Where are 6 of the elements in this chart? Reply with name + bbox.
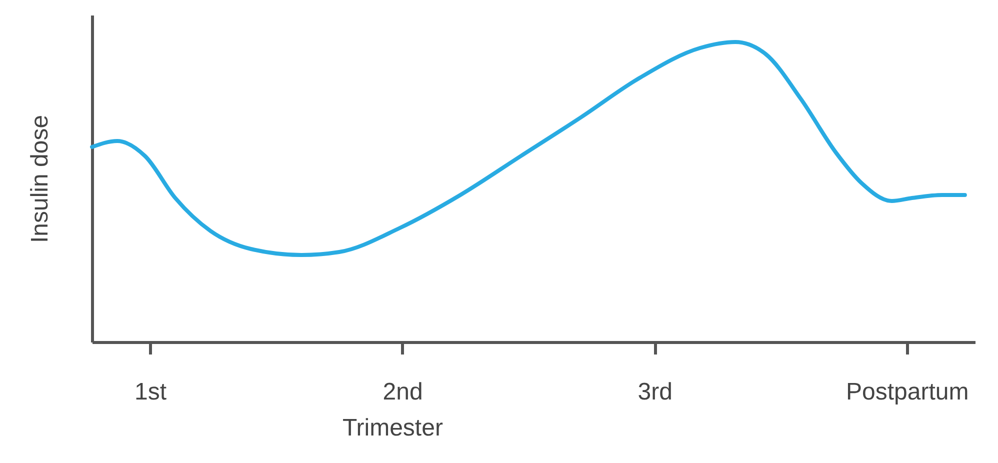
x-tick-label: Postpartum: [846, 378, 969, 406]
x-tick-label: 1st: [134, 378, 167, 406]
x-tick-label: 2nd: [382, 378, 423, 406]
y-axis-title: Insulin dose: [26, 114, 54, 244]
x-axis-title: Trimester: [342, 414, 443, 442]
x-tick-label: 3rd: [638, 378, 672, 406]
